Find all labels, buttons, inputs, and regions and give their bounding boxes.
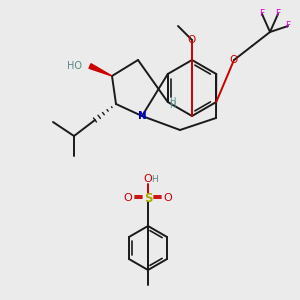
Polygon shape [89,64,112,76]
Text: F: F [285,22,291,31]
Text: H: H [169,98,176,106]
Text: O: O [164,193,172,203]
Text: S: S [144,191,152,205]
Text: F: F [260,10,265,19]
Text: O: O [188,35,196,45]
Text: O: O [144,174,152,184]
Text: O: O [124,193,132,203]
Text: N: N [138,111,146,121]
Text: H: H [169,100,176,109]
Text: H: H [152,175,158,184]
Text: O: O [230,55,238,65]
Text: HO: HO [67,61,82,71]
Text: F: F [275,10,281,19]
